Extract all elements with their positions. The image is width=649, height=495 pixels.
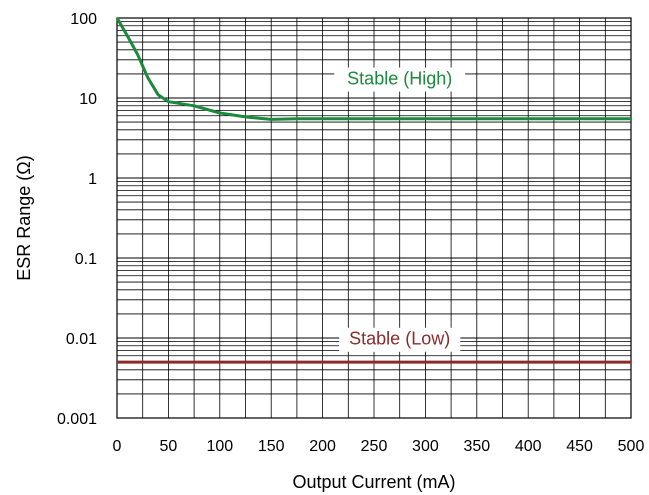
annotation-layer: Stable (High) Stable (Low) bbox=[334, 67, 466, 352]
y-tick-label: 100 bbox=[70, 11, 97, 28]
x-tick-label: 400 bbox=[515, 438, 542, 455]
y-tick-label: 0.001 bbox=[57, 411, 97, 428]
x-tick-label: 350 bbox=[463, 438, 490, 455]
y-tick-label: 1 bbox=[88, 171, 97, 188]
x-tick-label: 250 bbox=[361, 438, 388, 455]
plot-frame bbox=[116, 17, 632, 419]
annotation-label: Stable (High) bbox=[347, 68, 452, 88]
series-line-1 bbox=[115, 17, 631, 121]
y-tick-labels: 100 10 1 0.1 0.01 0.001 bbox=[57, 11, 97, 428]
annotation-background bbox=[339, 327, 461, 352]
x-tick-label: 450 bbox=[566, 438, 593, 455]
x-tick-label: 200 bbox=[309, 438, 336, 455]
y-tick-label: 10 bbox=[79, 91, 97, 108]
x-tick-label: 100 bbox=[206, 438, 233, 455]
series-layer bbox=[115, 17, 631, 364]
y-tick-label: 0.1 bbox=[75, 251, 97, 268]
x-tick-label: 500 bbox=[618, 438, 645, 455]
y-axis-label: ESR Range (Ω) bbox=[14, 155, 34, 281]
x-tick-labels: 0 50 100 150 200 250 300 350 400 450 500 bbox=[113, 438, 645, 455]
y-tick-label: 0.01 bbox=[66, 331, 97, 348]
x-axis-label: Output Current (mA) bbox=[292, 472, 455, 492]
x-tick-label: 50 bbox=[160, 438, 178, 455]
x-tick-label: 300 bbox=[412, 438, 439, 455]
annotation-background bbox=[334, 67, 466, 92]
x-tick-label: 150 bbox=[258, 438, 285, 455]
annotation-label: Stable (Low) bbox=[349, 329, 450, 349]
x-tick-label: 0 bbox=[113, 438, 122, 455]
